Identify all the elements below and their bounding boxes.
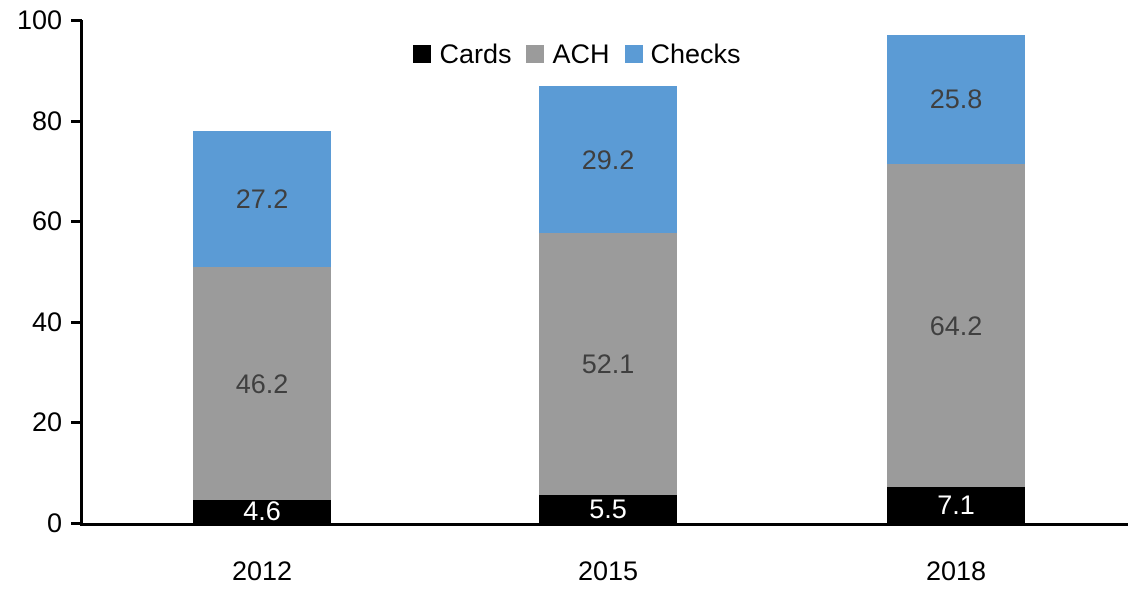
legend-label-cards: Cards <box>439 39 512 69</box>
bar-segment-label: 46.2 <box>235 368 289 399</box>
legend-item-checks: Checks <box>624 39 741 69</box>
bar-segment-ach-2012 <box>193 267 331 500</box>
legend-swatch-cards-icon <box>413 45 432 63</box>
bar-segment-label: 5.5 <box>589 494 627 525</box>
x-axis-line <box>80 523 1128 526</box>
x-category-label-2015: 2015 <box>577 556 639 586</box>
legend-item-cards: Cards <box>413 40 511 68</box>
y-tick-mark <box>71 119 82 123</box>
bar-segment-checks-2018 <box>887 34 1025 165</box>
bar-segment-cards-2015 <box>539 495 677 523</box>
bar-segment-label: 52.1 <box>581 349 635 380</box>
legend-item-ach: ACH <box>526 39 610 69</box>
bar-segment-ach-2018 <box>887 164 1025 488</box>
y-axis-line <box>80 20 83 526</box>
legend-swatch-ach-icon <box>526 45 545 63</box>
y-tick-mark <box>71 522 82 525</box>
y-tick-label: 60 <box>31 206 62 237</box>
bar-segment-checks-2015 <box>539 86 677 234</box>
y-tick-mark <box>71 320 82 324</box>
legend-label-ach: ACH <box>552 39 610 69</box>
bar-segment-ach-2015 <box>539 233 677 496</box>
chart-legend: Cards ACH Checks <box>10 40 1134 68</box>
y-tick-mark <box>71 421 82 425</box>
y-tick-mark <box>71 19 82 22</box>
y-tick-label: 100 <box>16 5 62 35</box>
legend-label-checks: Checks <box>650 39 741 69</box>
bar-segment-label: 7.1 <box>937 490 975 521</box>
x-category-label-2018: 2018 <box>925 556 987 586</box>
bar-segment-cards-2012 <box>193 499 331 523</box>
y-tick-label: 0 <box>46 508 62 538</box>
bar-segment-label: 25.8 <box>929 84 983 115</box>
bar-segment-label: 64.2 <box>929 310 983 341</box>
legend-swatch-checks-icon <box>624 45 643 63</box>
bar-segment-cards-2018 <box>887 487 1025 523</box>
y-tick-label: 80 <box>31 105 62 136</box>
bar-segment-label: 29.2 <box>581 144 635 175</box>
bar-segment-checks-2012 <box>193 130 331 268</box>
y-tick-mark <box>71 220 82 224</box>
y-tick-label: 20 <box>31 407 62 438</box>
y-tick-label: 40 <box>31 306 62 337</box>
x-category-label-2012: 2012 <box>231 556 293 586</box>
bar-segment-label: 4.6 <box>243 496 281 527</box>
bar-segment-label: 27.2 <box>235 184 289 215</box>
